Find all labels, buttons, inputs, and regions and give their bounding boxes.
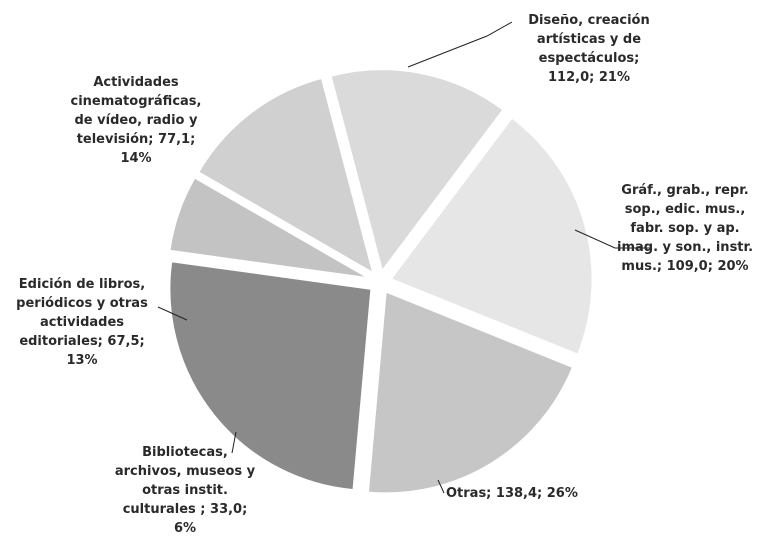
leader-lines bbox=[157, 21, 652, 494]
pie-slice-actividades bbox=[329, 68, 505, 274]
slice-label-graf-grab-repr: Gráf., grab., repr. sop., edic. mus., fabr… bbox=[617, 183, 753, 274]
pie-slice-otras-138-4-26 bbox=[168, 260, 373, 492]
slice-label-otras-138-4-26: Otras; 138,4; 26% bbox=[446, 486, 578, 501]
pie-slice-edicion-de-libros bbox=[196, 76, 375, 276]
leader-line-bibliotecas bbox=[231, 431, 237, 454]
slice-label-bibliotecas: Bibliotecas, archivos, museos y otras inst… bbox=[115, 445, 256, 536]
leader-line-otras-138-4-26 bbox=[437, 479, 445, 494]
leader-line-edicion-de-libros bbox=[157, 306, 188, 321]
pie-slices bbox=[168, 68, 594, 495]
slice-labels: Gráf., grab., repr. sop., edic. mus., fabr… bbox=[16, 13, 753, 536]
pie-slice-bibliotecas bbox=[168, 176, 371, 280]
slice-label-diseno-creacion: Diseño, creación artísticas y de espectácu… bbox=[528, 13, 650, 85]
leader-line-graf-grab-repr bbox=[574, 229, 652, 249]
pie-slice-diseno-creacion bbox=[389, 116, 594, 357]
slice-label-edicion-de-libros: Edición de libros, periódicos y otras acti… bbox=[16, 277, 148, 368]
leader-line-diseno-creacion bbox=[407, 21, 513, 68]
slice-label-actividades: Actividades cinematográficas, de vídeo, ra… bbox=[71, 75, 202, 166]
pie-slice-graf-grab-repr bbox=[366, 289, 575, 495]
